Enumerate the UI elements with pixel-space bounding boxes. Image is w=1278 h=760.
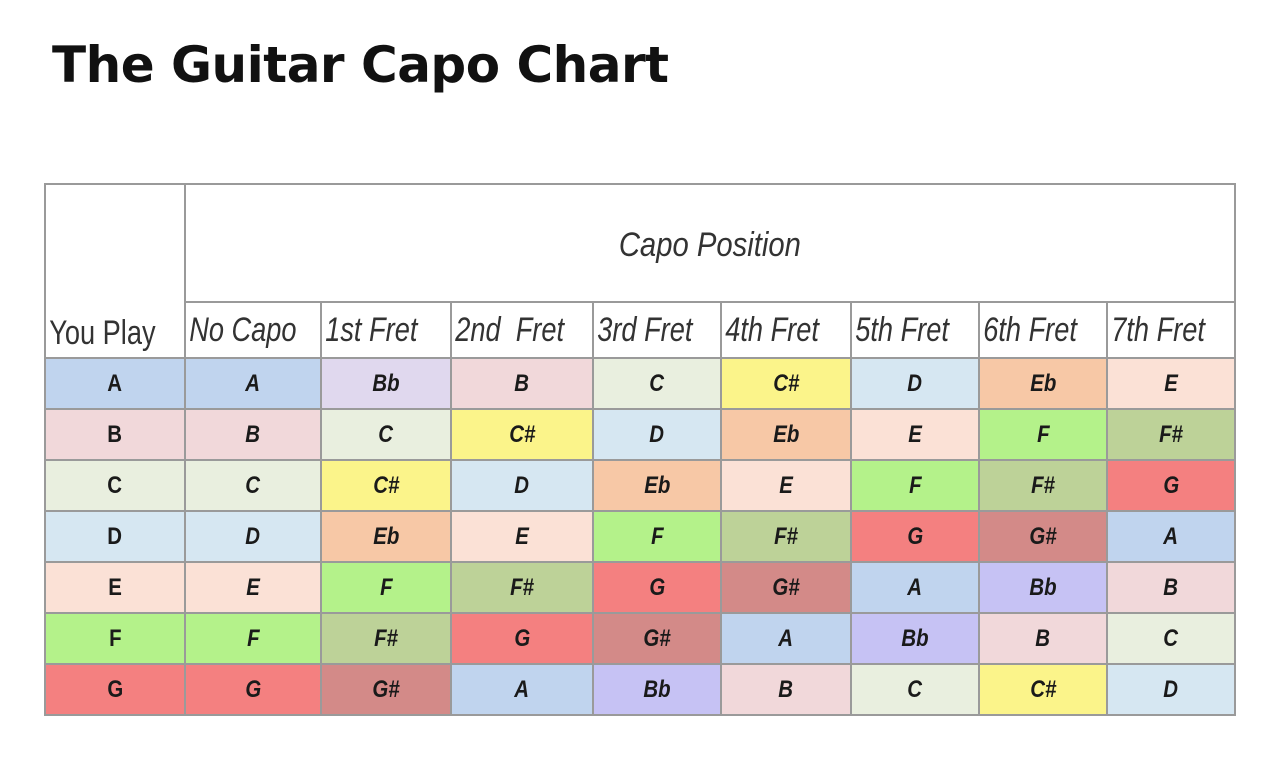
column-header-1st-fret: 1st Fret [320, 301, 452, 359]
chord-cell: C# [320, 459, 452, 512]
chord-cell: C# [720, 357, 852, 410]
chord-cell: F# [1105, 408, 1237, 461]
column-header-6th-fret: 6th Fret [978, 301, 1108, 359]
chord-cell: A [720, 612, 852, 665]
chord-cell: G# [978, 510, 1108, 563]
chord-cell: D [850, 357, 980, 410]
chord-cell: F [850, 459, 980, 512]
you-play-cell: E [44, 561, 186, 614]
page-title: The Guitar Capo Chart [52, 36, 669, 94]
chord-cell: C# [978, 663, 1108, 716]
chord-cell: F# [450, 561, 594, 614]
you-play-cell: A [44, 357, 186, 410]
chord-cell: B [1105, 561, 1237, 614]
column-header-4th-fret: 4th Fret [720, 301, 852, 359]
chord-cell: D [184, 510, 322, 563]
table-row: C C C# D Eb E F F# G [44, 459, 1237, 512]
chord-cell: Eb [320, 510, 452, 563]
column-header-2nd-fret: 2nd Fret [450, 301, 594, 359]
you-play-header: You Play [44, 183, 186, 359]
column-header-7th-fret: 7th Fret [1105, 301, 1237, 359]
chord-cell: B [450, 357, 594, 410]
chord-cell: G# [592, 612, 722, 665]
chord-cell: Bb [592, 663, 722, 716]
chord-cell: G [850, 510, 980, 563]
chord-cell: Bb [850, 612, 980, 665]
chord-cell: G [184, 663, 322, 716]
you-play-cell: F [44, 612, 186, 665]
chord-cell: F# [320, 612, 452, 665]
you-play-cell: B [44, 408, 186, 461]
chord-cell: E [850, 408, 980, 461]
chord-cell: E [450, 510, 594, 563]
chord-cell: B [978, 612, 1108, 665]
you-play-cell: D [44, 510, 186, 563]
chord-cell: F# [978, 459, 1108, 512]
table-row: D D Eb E F F# G G# A [44, 510, 1237, 563]
chord-cell: F# [720, 510, 852, 563]
chord-cell: G# [320, 663, 452, 716]
chord-cell: D [1105, 663, 1237, 716]
table-row: G G G# A Bb B C C# D [44, 663, 1237, 716]
chord-cell: D [592, 408, 722, 461]
chord-cell: E [184, 561, 322, 614]
capo-chart-table: You Play Capo Position No Capo 1st Fret … [44, 183, 1237, 716]
chord-cell: E [720, 459, 852, 512]
chord-cell: G [1105, 459, 1237, 512]
chord-cell: A [850, 561, 980, 614]
chord-cell: C [592, 357, 722, 410]
chord-cell: A [450, 663, 594, 716]
chord-cell: F [978, 408, 1108, 461]
you-play-cell: G [44, 663, 186, 716]
chord-cell: Bb [320, 357, 452, 410]
table-row: F F F# G G# A Bb B C [44, 612, 1237, 665]
chord-cell: G [450, 612, 594, 665]
chord-cell: A [1105, 510, 1237, 563]
chord-cell: A [184, 357, 322, 410]
chord-cell: Bb [978, 561, 1108, 614]
column-header-5th-fret: 5th Fret [850, 301, 980, 359]
chord-cell: F [320, 561, 452, 614]
table-row: E E F F# G G# A Bb B [44, 561, 1237, 614]
chord-cell: C [184, 459, 322, 512]
chord-cell: B [184, 408, 322, 461]
chord-cell: G [592, 561, 722, 614]
capo-position-header: Capo Position [183, 183, 1237, 303]
chord-cell: Eb [720, 408, 852, 461]
chord-cell: G# [720, 561, 852, 614]
chord-cell: F [184, 612, 322, 665]
table-row: A A Bb B C C# D Eb E [44, 357, 1237, 410]
chord-cell: F [592, 510, 722, 563]
table-row: B B C C# D Eb E F F# [44, 408, 1237, 461]
chord-cell: C [320, 408, 452, 461]
column-header-3rd-fret: 3rd Fret [592, 301, 722, 359]
column-header-no-capo: No Capo [184, 301, 322, 359]
chord-cell: C [850, 663, 980, 716]
chord-cell: C [1105, 612, 1237, 665]
chord-cell: Eb [978, 357, 1108, 410]
chord-cell: E [1105, 357, 1237, 410]
chord-cell: C# [450, 408, 594, 461]
chord-cell: D [450, 459, 594, 512]
chord-cell: Eb [592, 459, 722, 512]
you-play-cell: C [44, 459, 186, 512]
chord-cell: B [720, 663, 852, 716]
